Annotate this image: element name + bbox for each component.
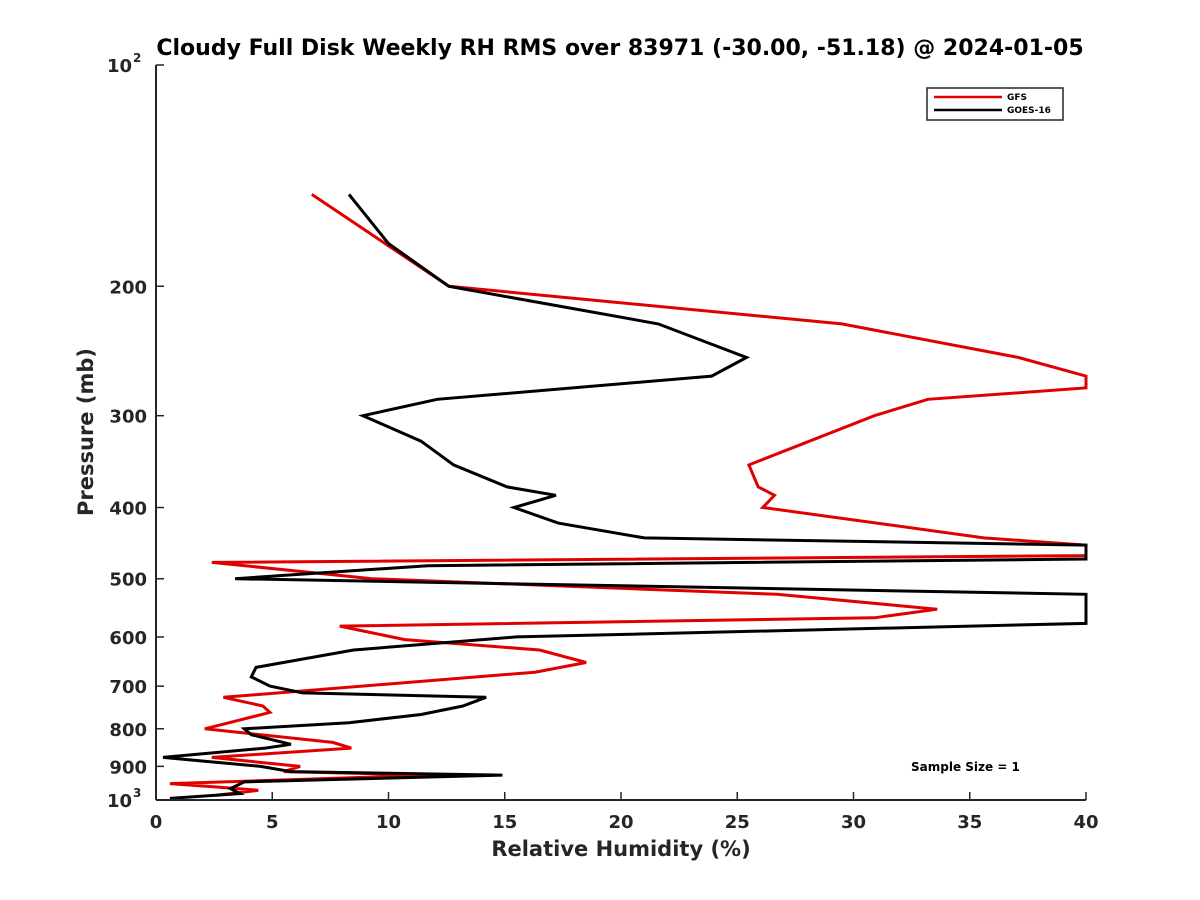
x-tick-label: 20	[608, 812, 633, 833]
y-tick-label: 600	[109, 628, 147, 649]
x-axis-ticks: 0 5 10 15 20 25 30 35 40	[150, 792, 1099, 833]
x-tick-label: 35	[957, 812, 982, 833]
legend-label-gfs: GFS	[1007, 93, 1027, 103]
legend-box	[926, 87, 1064, 121]
plot-area: 0 5 10 15 20 25 30 35 40 10 220030040050060070080…	[107, 51, 1099, 833]
x-tick-label: 10	[376, 812, 401, 833]
x-tick-label: 40	[1073, 812, 1098, 833]
y-axis-label: Pressure (mb)	[74, 348, 98, 516]
x-axis-label: Relative Humidity (%)	[491, 837, 750, 861]
x-tick-label: 5	[266, 812, 279, 833]
legend-label-goes16: GOES-16	[1007, 106, 1051, 116]
x-tick-label: 25	[725, 812, 750, 833]
y-tick-label: 900	[109, 757, 147, 778]
y-tick-label: 10	[107, 791, 132, 812]
series-line-goes16	[162, 193, 1088, 800]
y-tick-label: 300	[109, 407, 147, 428]
y-tick-label: 200	[109, 277, 147, 298]
x-tick-label: 30	[841, 812, 866, 833]
series-layer	[162, 193, 1088, 800]
legend: GFS GOES-16	[926, 87, 1064, 121]
sample-size-annotation: Sample Size = 1	[911, 760, 1020, 774]
series-line-gfs	[169, 193, 1088, 797]
y-tick-exponent: 2	[133, 51, 141, 65]
y-tick-label: 700	[109, 677, 147, 698]
x-tick-label: 15	[492, 812, 517, 833]
y-tick-exponent: 3	[133, 786, 141, 800]
y-tick-label: 10	[107, 56, 132, 77]
y-tick-label: 400	[109, 499, 147, 520]
chart-title: Cloudy Full Disk Weekly RH RMS over 8397…	[156, 36, 1083, 61]
y-tick-label: 800	[109, 720, 147, 741]
x-tick-label: 0	[150, 812, 163, 833]
y-tick-label: 500	[109, 570, 147, 591]
